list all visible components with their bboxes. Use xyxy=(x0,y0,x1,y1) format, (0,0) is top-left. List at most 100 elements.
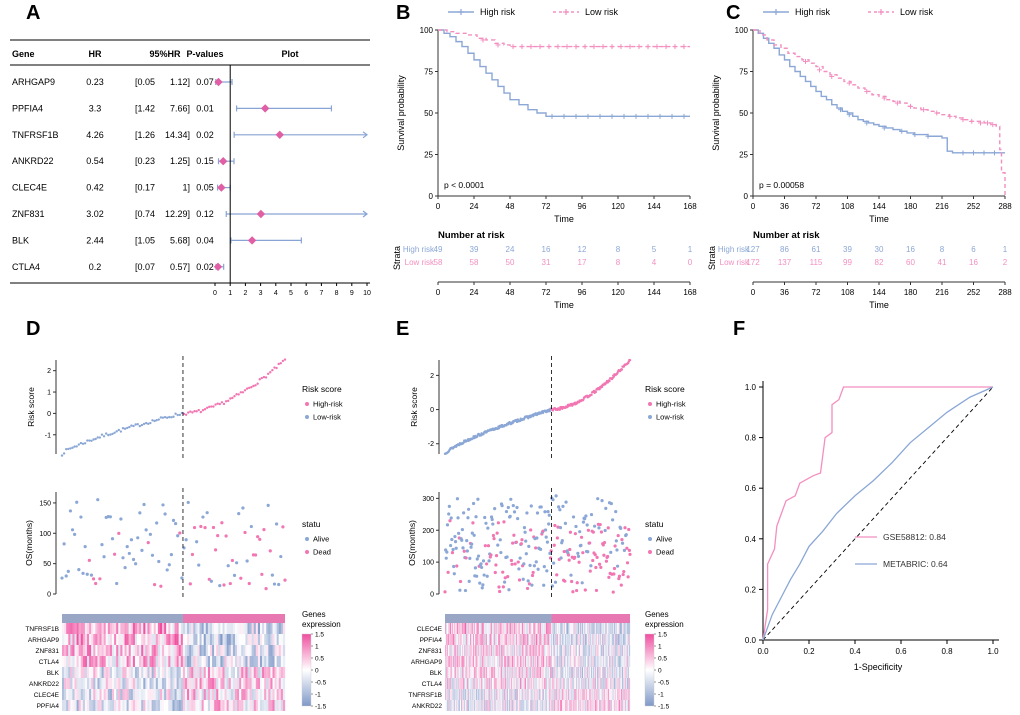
gene-row-label: BLK xyxy=(430,670,443,677)
x-tick-label: 0 xyxy=(436,288,441,297)
axis-tick-label: 6 xyxy=(304,290,308,297)
risk-table-title: Number at risk xyxy=(753,230,820,241)
p-value: 0.07 xyxy=(196,77,214,87)
at-risk-count: 4 xyxy=(652,258,657,267)
ci-low: [0.17 xyxy=(135,183,155,193)
x-tick-label: 72 xyxy=(542,202,551,211)
hr-value: 0.2 xyxy=(89,262,102,272)
at-risk-count: 82 xyxy=(875,258,884,267)
chance-diagonal xyxy=(762,386,994,641)
colorbar-tick-label: 1.5 xyxy=(658,631,667,638)
at-risk-count: 8 xyxy=(940,245,945,254)
censor-marks xyxy=(803,59,996,128)
colorbar-title-line2: expression xyxy=(302,620,341,629)
km-curve-low-risk xyxy=(438,29,690,48)
y-tick-label: -1 xyxy=(45,432,51,439)
gene-name: PPFIA4 xyxy=(12,103,43,113)
panel-b-label: B xyxy=(396,2,411,24)
colorbar-tick-label: 1 xyxy=(658,643,662,650)
legend-label: METABRIC: 0.64 xyxy=(883,559,948,569)
gene-name: CLEC4E xyxy=(12,183,47,193)
gene-row-label: CTLA4 xyxy=(422,681,443,688)
legend-label: High risk xyxy=(795,7,831,17)
gene-row-label: ANKRD22 xyxy=(29,681,59,688)
y-axis-title: Survival probability xyxy=(396,75,406,151)
os-legend: statu Alive Dead xyxy=(302,519,331,557)
roc-plot-group: 0.0 0.2 0.4 0.6 0.8 1.0 0.0 0.2 0.4 0.6 0.8 1.0 1-Sp… xyxy=(745,381,999,672)
os-points xyxy=(443,494,632,594)
roc-axes: 0.0 0.2 0.4 0.6 0.8 1.0 0.0 0.2 0.4 0.6 0.8 1.0 1-Sp… xyxy=(745,381,999,672)
x-tick-label: 72 xyxy=(542,288,551,297)
x-axis-title: Time xyxy=(554,300,574,310)
risk-table-title: Number at risk xyxy=(438,230,505,241)
legend-label: Dead xyxy=(656,548,674,557)
hr-value: 4.26 xyxy=(86,130,104,140)
y-tick-label: 0 xyxy=(430,407,434,414)
gene-name: ZNF831 xyxy=(12,209,45,219)
y-tick-label: 25 xyxy=(424,151,433,160)
axis-tick-label: 5 xyxy=(289,290,293,297)
at-risk-count: 2 xyxy=(1003,258,1008,267)
ci-high: 1] xyxy=(182,183,190,193)
y-tick-label: 1 xyxy=(47,390,51,397)
x-tick-label: 96 xyxy=(578,288,587,297)
x-tick-label: 0.4 xyxy=(849,647,861,656)
x-tick-label: 144 xyxy=(647,288,661,297)
at-risk-count: 41 xyxy=(938,258,947,267)
x-tick-label: 0.6 xyxy=(895,647,907,656)
colorbar-tick-label: 0.5 xyxy=(658,655,667,662)
ci-high: 14.34] xyxy=(165,130,190,140)
x-tick-label: 144 xyxy=(872,288,886,297)
y-tick-label: 0.2 xyxy=(745,585,757,594)
gene-row-label: TNFRSF1B xyxy=(408,692,442,699)
colorbar-tick-label: -1 xyxy=(315,691,321,698)
x-axis-title: Time xyxy=(869,214,889,224)
ci-low: [0.74 xyxy=(135,209,155,219)
gene-name: BLK xyxy=(12,235,29,245)
hr-diamond xyxy=(217,183,226,192)
y-tick-label: 150 xyxy=(39,500,51,507)
y-tick-label: 50 xyxy=(739,109,748,118)
km-legend: High risk Low risk xyxy=(448,7,619,17)
x-axis-title: Time xyxy=(554,214,574,224)
col-header-p: P-values xyxy=(186,49,223,59)
hr-value: 3.02 xyxy=(86,209,104,219)
ci-high: 1.25] xyxy=(170,156,190,166)
x-tick-label: 48 xyxy=(506,288,515,297)
y-tick-label: 25 xyxy=(739,151,748,160)
x-tick-label: 252 xyxy=(967,202,981,211)
at-risk-count: 50 xyxy=(506,258,515,267)
x-tick-label: 180 xyxy=(904,288,918,297)
x-tick-label: 108 xyxy=(841,202,855,211)
hr-diamond xyxy=(256,209,266,219)
forest-row-CTLA4: CTLA4 0.2 [0.07 0.57] 0.02 xyxy=(12,262,225,272)
colorbar-tick-label: -0.5 xyxy=(658,679,670,686)
forest-row-ZNF831: ZNF831 3.02 [0.74 12.29] 0.12 xyxy=(12,209,368,219)
at-risk-count: 16 xyxy=(542,245,551,254)
risk-panel-e-svg: -2 0 2 Risk score Risk score High-risk Low-ris… xyxy=(407,356,686,711)
at-risk-count: 6 xyxy=(971,245,976,254)
axis-tick-label: 7 xyxy=(319,290,323,297)
legend-title: statu xyxy=(645,519,664,529)
axis-tick-label: 1 xyxy=(228,290,232,297)
gene-row-label: CLEC4E xyxy=(417,626,443,633)
gene-row-label: PPFIA4 xyxy=(420,637,443,644)
x-tick-label: 0 xyxy=(751,202,756,211)
km-curve-high-risk xyxy=(438,29,690,118)
x-tick-label: 252 xyxy=(967,288,981,297)
at-risk-count: 172 xyxy=(746,258,760,267)
legend-label: High-risk xyxy=(656,400,686,409)
hr-value: 3.3 xyxy=(89,103,102,113)
legend-label: Alive xyxy=(656,535,672,544)
colorbar-title-line2: expression xyxy=(645,620,684,629)
at-risk-count: 115 xyxy=(810,258,823,267)
at-risk-count: 39 xyxy=(470,245,479,254)
expression-heatmap: TNFRSF1B ARHGAP9 ZNF831 CTLA4 BLK ANKRD22 CLEC… xyxy=(25,614,286,711)
colorbar-title-line1: Genes xyxy=(302,610,326,619)
x-tick-label: 96 xyxy=(578,202,587,211)
legend-label: Low-risk xyxy=(656,413,684,422)
y-tick-label: 100 xyxy=(422,560,434,567)
y-tick-label: 200 xyxy=(422,528,434,535)
